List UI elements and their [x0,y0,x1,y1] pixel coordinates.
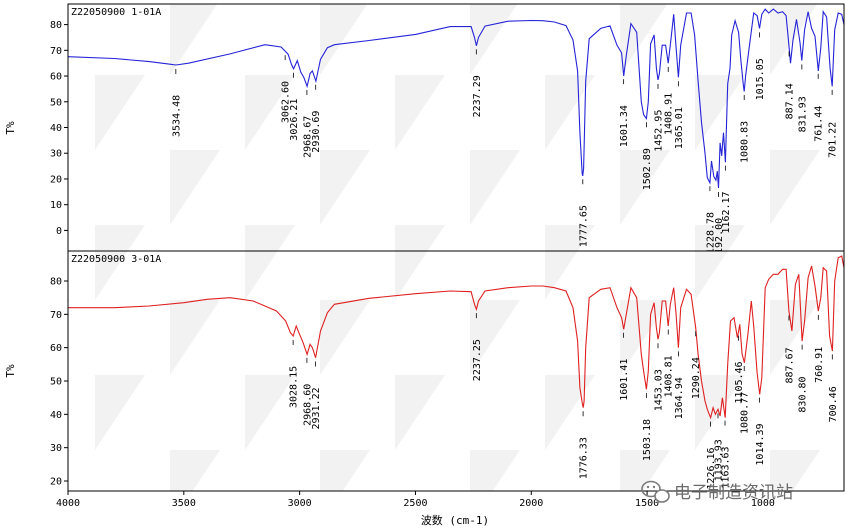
peak-label: 830.80 [798,376,809,412]
peak-label: 3028.15 [289,366,300,408]
peak-label: 887.14 [785,83,796,119]
peak-label: 1163.63 [721,446,732,488]
peak-label: 1228.78 [705,212,716,254]
sample-id-label: Z22050900 1-01A [71,7,161,18]
peak-label: 1503.18 [642,419,653,461]
x-tick-label: 1500 [635,498,659,509]
y-tick-label: 20 [50,477,62,488]
y-tick-label: 20 [50,174,62,185]
x-axis-label: 波数 (cm-1) [421,514,489,527]
peak-label: 2237.25 [472,339,483,381]
peak-label: 2931.22 [311,387,322,429]
y-tick-label: 30 [50,149,62,160]
x-tick-label: 2500 [403,498,427,509]
y-tick-label: 30 [50,443,62,454]
peak-label: 1080.83 [740,121,751,163]
peak-label: 887.67 [784,347,795,383]
peak-label: 1408.81 [664,355,675,397]
y-tick-label: 80 [50,277,62,288]
peak-label: 1452.95 [654,110,665,152]
peak-label: 1777.65 [578,205,589,247]
y-tick-label: 50 [50,377,62,388]
peak-label: 701.22 [828,122,839,158]
watermark-text: 电子制造资讯站 [674,483,793,503]
x-tick-label: 4000 [56,498,80,509]
peak-label: 831.93 [797,96,808,132]
peak-label: 760.91 [814,347,825,383]
peak-label: 1014.39 [755,423,766,465]
peak-label: 2968.60 [302,384,313,426]
peak-label: 1601.34 [619,105,630,147]
peak-label: 1502.89 [642,148,653,190]
peak-label: 1364.94 [674,377,685,419]
y-tick-label: 50 [50,97,62,108]
y-tick-label: 70 [50,310,62,321]
peak-label: 1365.01 [674,107,685,149]
peak-label: 1290.24 [691,357,702,399]
y-tick-label: 40 [50,410,62,421]
peak-label: 1601.41 [619,359,630,401]
x-tick-label: 2000 [519,498,543,509]
y-tick-label: 0 [56,226,62,237]
spectrum-line [67,8,845,189]
y-axis-label: T% [4,364,17,378]
panel-frame [67,250,845,492]
peak-label: 2968.67 [302,116,313,158]
wechat-icon [641,480,670,503]
peak-label: 1226.16 [706,447,717,489]
peak-label: 3534.48 [171,95,182,137]
peak-label: 1408.91 [664,93,675,135]
peak-label: 1776.33 [579,437,590,479]
peak-label: 1162.17 [721,191,732,233]
peak-label: 1192.00 [714,218,725,260]
peak-label: 2237.29 [472,75,483,117]
y-tick-label: 70 [50,46,62,57]
peak-label: 1193.93 [714,439,725,481]
x-tick-label: 1000 [751,498,775,509]
peak-label: 1105.46 [734,361,745,403]
peak-label: 3062.60 [281,81,292,123]
y-tick-label: 40 [50,123,62,134]
y-tick-label: 60 [50,343,62,354]
watermark-badge: 电子制造资讯站 [641,480,793,503]
peak-label: 1015.05 [755,58,766,100]
x-tick-label: 3500 [172,498,196,509]
y-tick-label: 60 [50,72,62,83]
sample-id-label: Z22050900 3-01A [71,254,161,265]
peak-label: 1080.77 [740,392,751,434]
x-tick-label: 3000 [288,498,312,509]
panel-watermark-pattern [68,4,844,251]
y-tick-label: 80 [50,20,62,31]
peak-label: 3026.21 [289,99,300,141]
peak-label: 761.44 [814,106,825,142]
spectrum-line [68,255,845,420]
y-axis-label: T% [4,121,17,135]
peak-label: 2930.69 [311,111,322,153]
y-tick-label: 10 [50,200,62,211]
peak-label: 700.46 [828,386,839,422]
peak-label: 1453.03 [654,369,665,411]
